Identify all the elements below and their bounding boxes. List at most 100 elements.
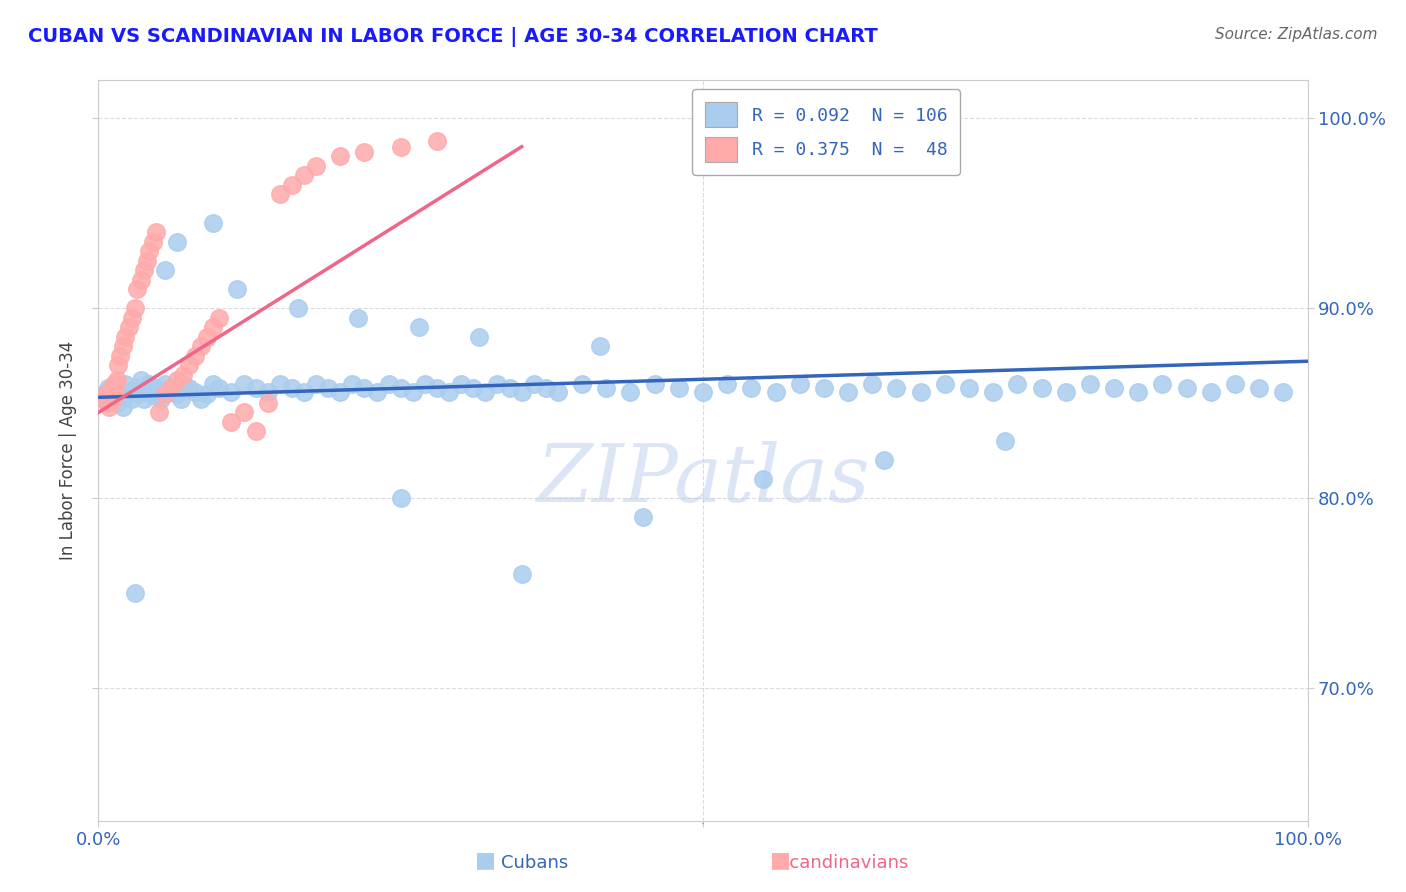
- Point: [190, 339, 212, 353]
- Point: [135, 384, 157, 399]
- Point: [589, 339, 612, 353]
- Point: [498, 381, 520, 395]
- Point: [269, 377, 291, 392]
- Point: [305, 159, 328, 173]
- Point: [353, 145, 375, 160]
- Point: [105, 396, 128, 410]
- Point: [121, 310, 143, 325]
- Point: [366, 384, 388, 399]
- Text: Scandinavians: Scandinavians: [779, 855, 908, 872]
- Point: [287, 301, 309, 315]
- Point: [305, 377, 328, 392]
- Point: [135, 253, 157, 268]
- Point: [281, 178, 304, 192]
- Point: [101, 392, 124, 407]
- Point: [523, 377, 546, 392]
- Point: [347, 310, 370, 325]
- Point: [184, 349, 207, 363]
- Text: ■: ■: [770, 850, 790, 870]
- Point: [547, 384, 569, 399]
- Point: [740, 381, 762, 395]
- Point: [256, 396, 278, 410]
- Point: [97, 388, 120, 402]
- Point: [389, 381, 412, 395]
- Point: [93, 386, 115, 401]
- Point: [208, 310, 231, 325]
- Point: [142, 235, 165, 249]
- Text: ■: ■: [475, 850, 495, 870]
- Point: [195, 386, 218, 401]
- Point: [1007, 377, 1029, 392]
- Point: [124, 301, 146, 315]
- Point: [166, 235, 188, 249]
- Point: [408, 320, 430, 334]
- Point: [873, 453, 896, 467]
- Point: [934, 377, 956, 392]
- Point: [245, 425, 267, 439]
- Point: [353, 381, 375, 395]
- Point: [153, 263, 176, 277]
- Point: [179, 358, 201, 372]
- Point: [232, 377, 254, 392]
- Point: [910, 384, 932, 399]
- Point: [226, 282, 249, 296]
- Point: [437, 384, 460, 399]
- Point: [160, 381, 183, 395]
- Point: [104, 384, 127, 399]
- Point: [1152, 377, 1174, 392]
- Point: [129, 272, 152, 286]
- Point: [127, 282, 149, 296]
- Point: [184, 384, 207, 399]
- Point: [837, 384, 859, 399]
- Point: [98, 400, 121, 414]
- Point: [145, 381, 167, 395]
- Point: [232, 405, 254, 419]
- Point: [413, 377, 436, 392]
- Point: [765, 384, 787, 399]
- Point: [1272, 384, 1295, 399]
- Point: [108, 349, 131, 363]
- Point: [716, 377, 738, 392]
- Point: [103, 377, 125, 392]
- Point: [129, 373, 152, 387]
- Point: [172, 377, 194, 392]
- Point: [202, 377, 225, 392]
- Point: [468, 329, 491, 343]
- Point: [571, 377, 593, 392]
- Point: [644, 377, 666, 392]
- Point: [619, 384, 641, 399]
- Point: [107, 358, 129, 372]
- Point: [329, 384, 352, 399]
- Point: [221, 384, 243, 399]
- Point: [121, 392, 143, 407]
- Point: [134, 392, 156, 407]
- Point: [96, 396, 118, 410]
- Point: [256, 384, 278, 399]
- Point: [426, 134, 449, 148]
- Point: [153, 377, 176, 392]
- Point: [108, 388, 131, 402]
- Point: [510, 566, 533, 581]
- Point: [145, 225, 167, 239]
- Point: [160, 381, 183, 395]
- Point: [860, 377, 883, 392]
- Point: [166, 373, 188, 387]
- Point: [134, 263, 156, 277]
- Point: [124, 381, 146, 395]
- Point: [153, 386, 176, 401]
- Point: [1054, 384, 1077, 399]
- Point: [114, 377, 136, 392]
- Point: [1078, 377, 1101, 392]
- Point: [111, 400, 134, 414]
- Point: [97, 381, 120, 395]
- Point: [208, 381, 231, 395]
- Point: [93, 392, 115, 407]
- Point: [450, 377, 472, 392]
- Point: [389, 491, 412, 505]
- Text: Source: ZipAtlas.com: Source: ZipAtlas.com: [1215, 27, 1378, 42]
- Point: [148, 405, 170, 419]
- Point: [957, 381, 980, 395]
- Point: [111, 339, 134, 353]
- Point: [118, 384, 141, 399]
- Point: [100, 381, 122, 395]
